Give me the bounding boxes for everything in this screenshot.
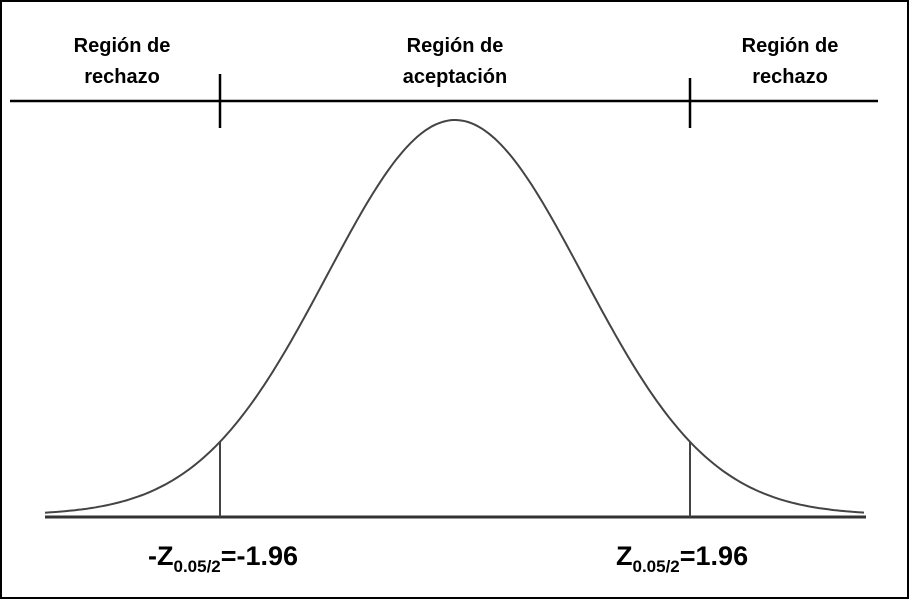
region-label: rechazo bbox=[84, 66, 160, 88]
subscript: 0.05/2 bbox=[633, 557, 680, 576]
region-label: Región de bbox=[407, 35, 504, 57]
critical-value-label: -Z0.05/2=-1.96 bbox=[148, 541, 298, 576]
region-label: Región de bbox=[742, 35, 839, 57]
symbol: -Z bbox=[148, 541, 173, 571]
region-label: rechazo bbox=[752, 66, 828, 88]
region-label: aceptación bbox=[403, 66, 507, 88]
critical-value-label: Z0.05/2=1.96 bbox=[616, 541, 748, 576]
subscript: 0.05/2 bbox=[173, 557, 220, 576]
symbol: Z bbox=[616, 541, 633, 571]
value: =-1.96 bbox=[221, 541, 298, 571]
value: =1.96 bbox=[680, 541, 748, 571]
normal-curve bbox=[44, 119, 865, 514]
region-label: Región de bbox=[74, 35, 171, 57]
